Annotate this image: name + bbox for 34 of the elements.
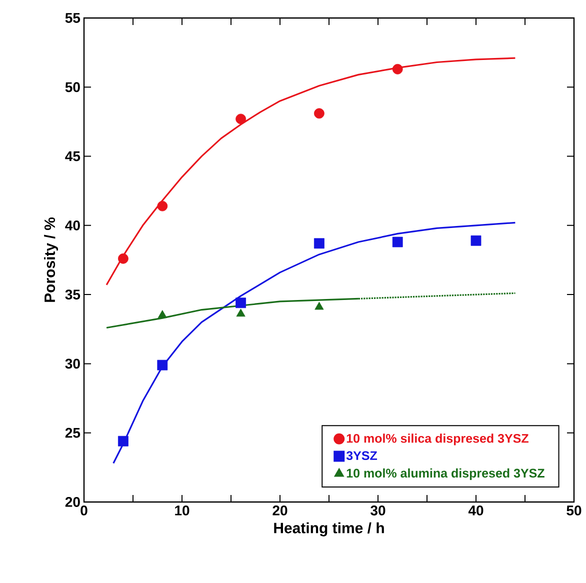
x-tick-label: 20 [272, 506, 288, 516]
point [314, 108, 324, 119]
point [118, 436, 128, 446]
legend-label: 3YSZ [346, 451, 378, 460]
y-tick-label: 30 [65, 358, 80, 369]
point [236, 298, 246, 308]
y-tick-label: 45 [65, 151, 80, 162]
point [157, 200, 168, 212]
x-tick-label: 10 [175, 506, 190, 516]
y-tick-label: 40 [65, 220, 80, 230]
legend-label: 10 mol% alumina dispresed 3YSZ [346, 468, 544, 480]
x-tick-label: 30 [370, 506, 386, 516]
line-series [106, 57, 516, 286]
point [392, 236, 403, 248]
point [158, 310, 167, 318]
point [470, 235, 482, 246]
point [392, 64, 403, 74]
x-tick-label: 40 [468, 506, 484, 516]
y-tick-label: 50 [65, 82, 80, 92]
y-tick-label: 35 [65, 290, 80, 300]
y-axis-title: Porosity / % [44, 217, 58, 302]
x-tick-label: 0 [80, 506, 88, 516]
y-tick-label: 25 [65, 428, 80, 438]
point [314, 238, 324, 249]
y-tick-label: 20 [65, 497, 80, 507]
point [157, 360, 168, 370]
y-tick-label: 55 [65, 13, 80, 23]
x-axis-title: Heating time / h [274, 522, 384, 536]
point [236, 308, 246, 317]
x-tick-label: 50 [566, 506, 582, 516]
point [314, 302, 324, 310]
point [118, 253, 128, 264]
point [236, 114, 246, 124]
legend-label: 10 mol% silica dispresed 3YSZ [346, 434, 528, 446]
